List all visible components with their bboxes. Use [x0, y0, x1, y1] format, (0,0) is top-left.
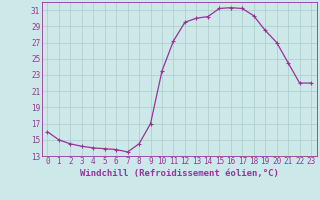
X-axis label: Windchill (Refroidissement éolien,°C): Windchill (Refroidissement éolien,°C) — [80, 169, 279, 178]
